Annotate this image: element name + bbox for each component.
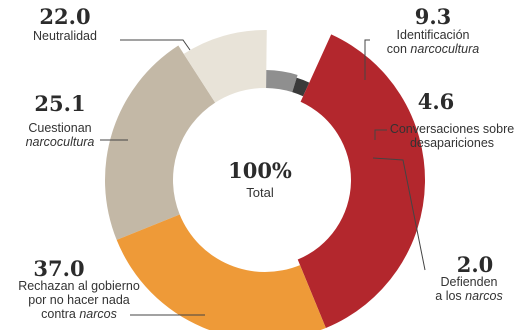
leader-line-defienden (372, 157, 426, 271)
slice-conversaciones (266, 70, 298, 93)
slice-value-conversaciones: 4.6 (418, 89, 455, 114)
slice-label-cuestionan-line-1: Cuestionan (28, 121, 91, 135)
leader-line-identificacion (364, 39, 370, 80)
slice-label-conversaciones-line-2: desapariciones (410, 136, 494, 150)
slice-value-cuestionan: 25.1 (34, 91, 85, 116)
slice-defienden (292, 77, 310, 97)
slice-value-rechazan: 37.0 (33, 256, 84, 281)
slice-label-rechazan-line-2: por no hacer nada (28, 293, 130, 307)
center-label: Total (246, 185, 274, 200)
leader-line-neutralidad (120, 39, 191, 51)
leader-lines (100, 39, 426, 316)
slice-value-identificacion: 9.3 (415, 4, 452, 29)
slice-rechazan (297, 34, 426, 328)
slice-label-conversaciones-line-1: Conversaciones sobre (390, 122, 514, 136)
slice-label-neutralidad-line-1: Neutralidad (33, 29, 97, 43)
center-value: 100% (228, 158, 292, 183)
slice-label-defienden-line-1: Defienden (441, 275, 498, 289)
slice-label-rechazan-line-1: Rechazan al gobierno (18, 279, 140, 293)
slice-label-identificacion-line-2: con narcocultura (387, 42, 479, 56)
slice-label-rechazan-line-3: contra narcos (41, 307, 117, 321)
slice-label-identificacion-line-1: Identificación (397, 28, 470, 42)
slice-value-defienden: 2.0 (457, 252, 494, 277)
donut-slices (105, 30, 426, 330)
slice-cuestionan (116, 214, 326, 330)
slice-label-cuestionan-line-2: narcocultura (26, 135, 95, 149)
slice-label-defienden-line-2: a los narcos (435, 289, 502, 303)
slice-neutralidad (105, 45, 216, 240)
leader-line-conversaciones (374, 129, 387, 140)
slice-identificacion (183, 30, 267, 103)
slice-value-neutralidad: 22.0 (39, 4, 90, 29)
